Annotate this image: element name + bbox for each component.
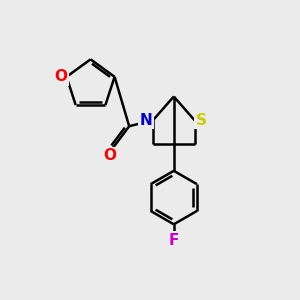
Text: S: S — [196, 113, 207, 128]
Text: O: O — [103, 148, 116, 164]
Text: O: O — [55, 69, 68, 84]
Text: N: N — [140, 113, 153, 128]
Text: F: F — [169, 233, 179, 248]
